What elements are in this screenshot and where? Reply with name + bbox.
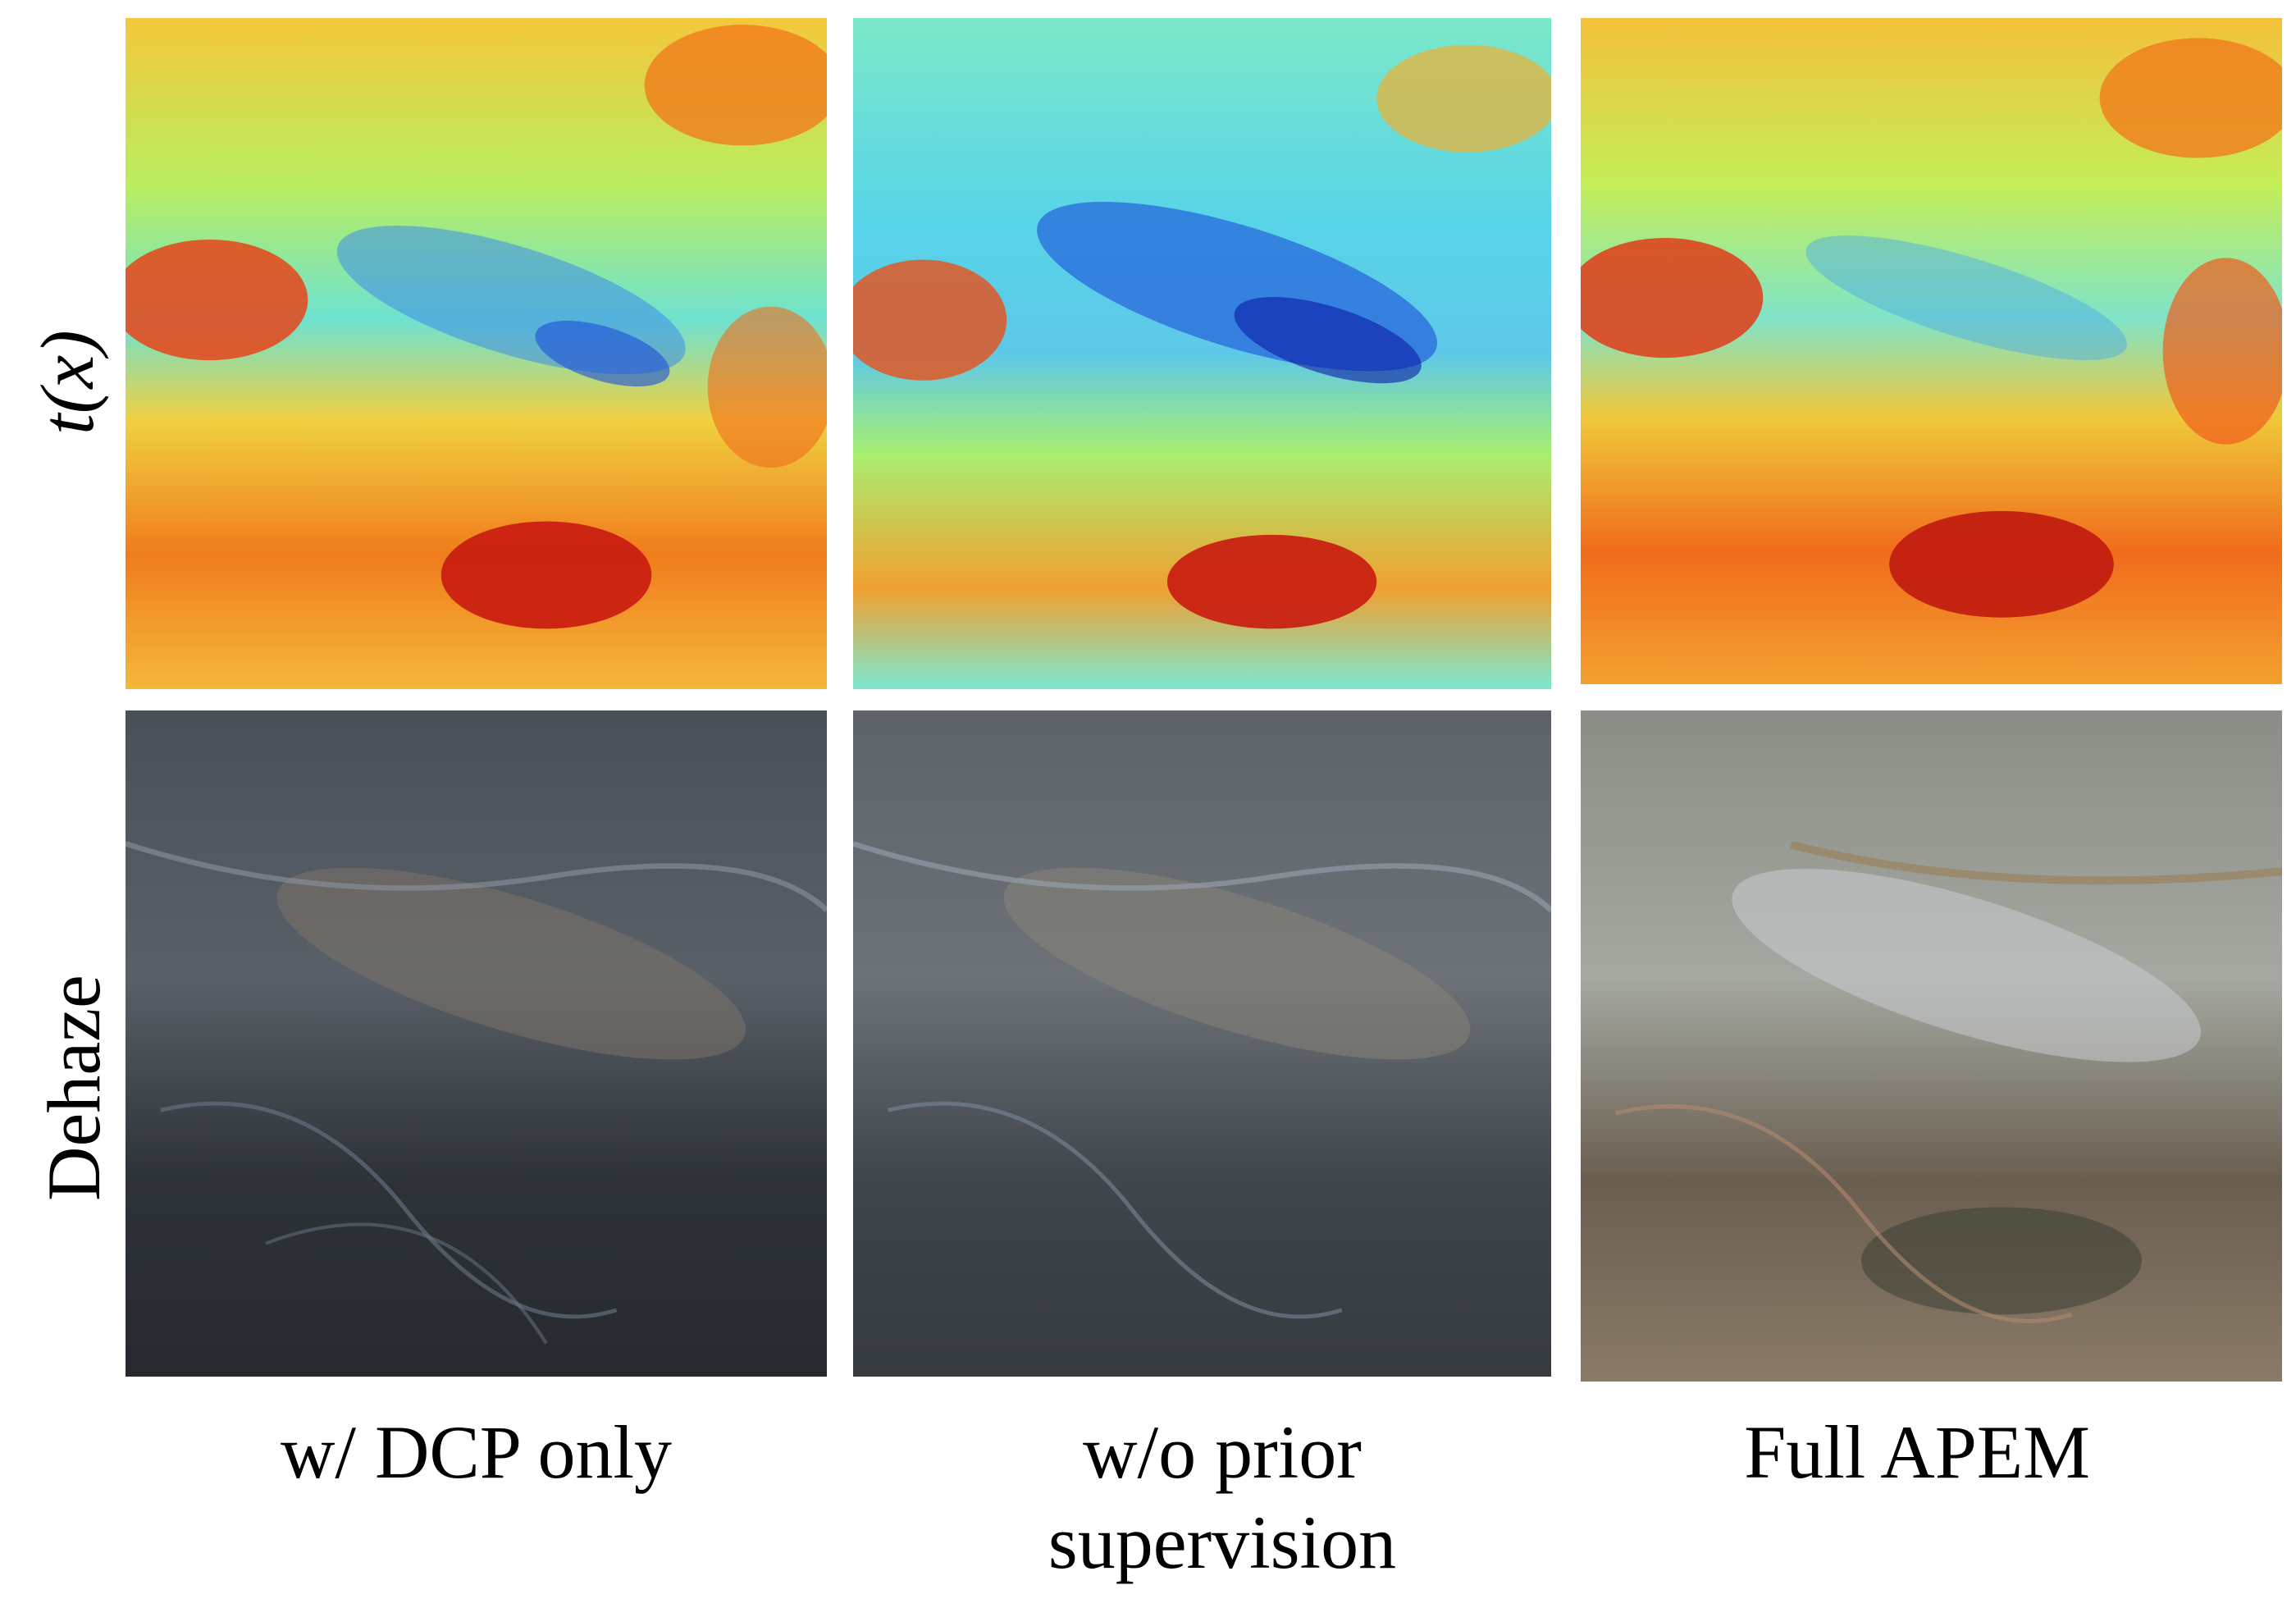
dehaze-image-dcp-only	[126, 710, 827, 1377]
row-label-transmission: t(x)	[25, 330, 109, 435]
column-label-line: w/o prior	[1083, 1410, 1362, 1494]
transmission-map-full-apem	[1581, 18, 2282, 684]
column-label-dcp-only: w/ DCP only	[126, 1407, 827, 1497]
column-label-line: Full APEM	[1744, 1410, 2090, 1494]
column-label-no-prior: w/o prior supervision	[849, 1407, 1595, 1588]
transmission-map-dcp-only	[126, 18, 827, 689]
column-label-line: supervision	[1048, 1501, 1397, 1585]
dehaze-image-no-prior	[853, 710, 1551, 1377]
transmission-map-no-prior	[853, 18, 1551, 689]
row-label-dehaze: Dehaze	[32, 975, 116, 1201]
column-label-full-apem: Full APEM	[1581, 1407, 2253, 1497]
column-label-line: w/ DCP only	[280, 1410, 673, 1494]
dehaze-image-full-apem	[1581, 710, 2282, 1382]
